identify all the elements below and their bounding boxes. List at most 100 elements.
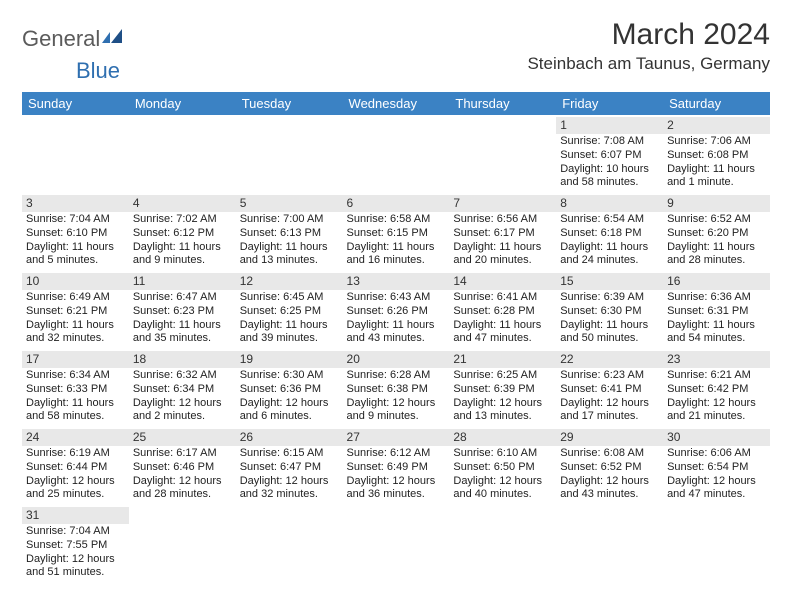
- calendar-day-cell: 18Sunrise: 6:32 AMSunset: 6:34 PMDayligh…: [129, 349, 236, 427]
- daylight-text: Daylight: 12 hours: [26, 553, 125, 567]
- day-number: 26: [236, 429, 343, 446]
- calendar-empty-cell: [556, 505, 663, 583]
- day-number: 22: [556, 351, 663, 368]
- day-number: 24: [22, 429, 129, 446]
- day-number: 13: [343, 273, 450, 290]
- day-number: 28: [449, 429, 556, 446]
- daylight-text: Daylight: 11 hours: [453, 319, 552, 333]
- sunrise-text: Sunrise: 6:56 AM: [453, 213, 552, 227]
- sunrise-text: Sunrise: 6:45 AM: [240, 291, 339, 305]
- daylight-text: and 13 minutes.: [453, 410, 552, 424]
- sunset-text: Sunset: 6:50 PM: [453, 461, 552, 475]
- sunrise-text: Sunrise: 6:06 AM: [667, 447, 766, 461]
- daylight-text: Daylight: 12 hours: [240, 397, 339, 411]
- sunset-text: Sunset: 6:12 PM: [133, 227, 232, 241]
- calendar-day-cell: 28Sunrise: 6:10 AMSunset: 6:50 PMDayligh…: [449, 427, 556, 505]
- sunrise-text: Sunrise: 6:32 AM: [133, 369, 232, 383]
- daylight-text: and 54 minutes.: [667, 332, 766, 346]
- day-number: 29: [556, 429, 663, 446]
- sunset-text: Sunset: 7:55 PM: [26, 539, 125, 553]
- day-number: 23: [663, 351, 770, 368]
- weekday-header: Monday: [129, 92, 236, 115]
- sunset-text: Sunset: 6:34 PM: [133, 383, 232, 397]
- calendar-day-cell: 19Sunrise: 6:30 AMSunset: 6:36 PMDayligh…: [236, 349, 343, 427]
- calendar-day-cell: 10Sunrise: 6:49 AMSunset: 6:21 PMDayligh…: [22, 271, 129, 349]
- daylight-text: Daylight: 11 hours: [26, 319, 125, 333]
- daylight-text: and 9 minutes.: [347, 410, 446, 424]
- sunset-text: Sunset: 6:39 PM: [453, 383, 552, 397]
- calendar-day-cell: 4Sunrise: 7:02 AMSunset: 6:12 PMDaylight…: [129, 193, 236, 271]
- daylight-text: and 24 minutes.: [560, 254, 659, 268]
- calendar-week-row: 1Sunrise: 7:08 AMSunset: 6:07 PMDaylight…: [22, 115, 770, 193]
- calendar-week-row: 31Sunrise: 7:04 AMSunset: 7:55 PMDayligh…: [22, 505, 770, 583]
- daylight-text: and 32 minutes.: [240, 488, 339, 502]
- calendar-empty-cell: [129, 115, 236, 193]
- calendar-week-row: 17Sunrise: 6:34 AMSunset: 6:33 PMDayligh…: [22, 349, 770, 427]
- daylight-text: and 28 minutes.: [133, 488, 232, 502]
- sunset-text: Sunset: 6:15 PM: [347, 227, 446, 241]
- calendar-day-cell: 27Sunrise: 6:12 AMSunset: 6:49 PMDayligh…: [343, 427, 450, 505]
- day-number: 30: [663, 429, 770, 446]
- calendar-empty-cell: [236, 505, 343, 583]
- weekday-header: Saturday: [663, 92, 770, 115]
- calendar-empty-cell: [663, 505, 770, 583]
- sunset-text: Sunset: 6:25 PM: [240, 305, 339, 319]
- daylight-text: Daylight: 11 hours: [133, 241, 232, 255]
- daylight-text: and 28 minutes.: [667, 254, 766, 268]
- daylight-text: and 13 minutes.: [240, 254, 339, 268]
- daylight-text: Daylight: 11 hours: [667, 319, 766, 333]
- sunset-text: Sunset: 6:26 PM: [347, 305, 446, 319]
- calendar-empty-cell: [449, 115, 556, 193]
- weekday-header-row: SundayMondayTuesdayWednesdayThursdayFrid…: [22, 92, 770, 115]
- calendar-week-row: 24Sunrise: 6:19 AMSunset: 6:44 PMDayligh…: [22, 427, 770, 505]
- day-number: 14: [449, 273, 556, 290]
- day-number: 11: [129, 273, 236, 290]
- daylight-text: Daylight: 11 hours: [26, 241, 125, 255]
- calendar-day-cell: 21Sunrise: 6:25 AMSunset: 6:39 PMDayligh…: [449, 349, 556, 427]
- daylight-text: Daylight: 12 hours: [240, 475, 339, 489]
- sunrise-text: Sunrise: 6:17 AM: [133, 447, 232, 461]
- weekday-header: Friday: [556, 92, 663, 115]
- daylight-text: Daylight: 10 hours: [560, 163, 659, 177]
- daylight-text: and 39 minutes.: [240, 332, 339, 346]
- calendar-day-cell: 11Sunrise: 6:47 AMSunset: 6:23 PMDayligh…: [129, 271, 236, 349]
- sunset-text: Sunset: 6:46 PM: [133, 461, 232, 475]
- sunrise-text: Sunrise: 6:52 AM: [667, 213, 766, 227]
- sunrise-text: Sunrise: 6:19 AM: [26, 447, 125, 461]
- calendar-empty-cell: [236, 115, 343, 193]
- sunrise-text: Sunrise: 6:34 AM: [26, 369, 125, 383]
- calendar-day-cell: 30Sunrise: 6:06 AMSunset: 6:54 PMDayligh…: [663, 427, 770, 505]
- day-number: 31: [22, 507, 129, 524]
- daylight-text: and 2 minutes.: [133, 410, 232, 424]
- calendar-day-cell: 23Sunrise: 6:21 AMSunset: 6:42 PMDayligh…: [663, 349, 770, 427]
- sunrise-text: Sunrise: 6:15 AM: [240, 447, 339, 461]
- daylight-text: and 20 minutes.: [453, 254, 552, 268]
- logo: General: [22, 18, 124, 52]
- day-number: 20: [343, 351, 450, 368]
- sunset-text: Sunset: 6:20 PM: [667, 227, 766, 241]
- daylight-text: Daylight: 12 hours: [667, 475, 766, 489]
- sunset-text: Sunset: 6:13 PM: [240, 227, 339, 241]
- sunset-text: Sunset: 6:49 PM: [347, 461, 446, 475]
- sunset-text: Sunset: 6:42 PM: [667, 383, 766, 397]
- calendar-day-cell: 3Sunrise: 7:04 AMSunset: 6:10 PMDaylight…: [22, 193, 129, 271]
- daylight-text: Daylight: 12 hours: [347, 475, 446, 489]
- sunrise-text: Sunrise: 6:30 AM: [240, 369, 339, 383]
- calendar-empty-cell: [22, 115, 129, 193]
- sunrise-text: Sunrise: 6:23 AM: [560, 369, 659, 383]
- daylight-text: Daylight: 11 hours: [560, 241, 659, 255]
- sunset-text: Sunset: 6:38 PM: [347, 383, 446, 397]
- sunrise-text: Sunrise: 6:39 AM: [560, 291, 659, 305]
- daylight-text: Daylight: 11 hours: [240, 319, 339, 333]
- sunset-text: Sunset: 6:41 PM: [560, 383, 659, 397]
- daylight-text: Daylight: 12 hours: [560, 475, 659, 489]
- sunrise-text: Sunrise: 7:00 AM: [240, 213, 339, 227]
- daylight-text: and 43 minutes.: [347, 332, 446, 346]
- month-title: March 2024: [527, 18, 770, 52]
- calendar-page: General March 2024 Steinbach am Taunus, …: [0, 0, 792, 593]
- sunrise-text: Sunrise: 6:58 AM: [347, 213, 446, 227]
- daylight-text: Daylight: 11 hours: [240, 241, 339, 255]
- calendar-day-cell: 2Sunrise: 7:06 AMSunset: 6:08 PMDaylight…: [663, 115, 770, 193]
- sunset-text: Sunset: 6:10 PM: [26, 227, 125, 241]
- daylight-text: and 6 minutes.: [240, 410, 339, 424]
